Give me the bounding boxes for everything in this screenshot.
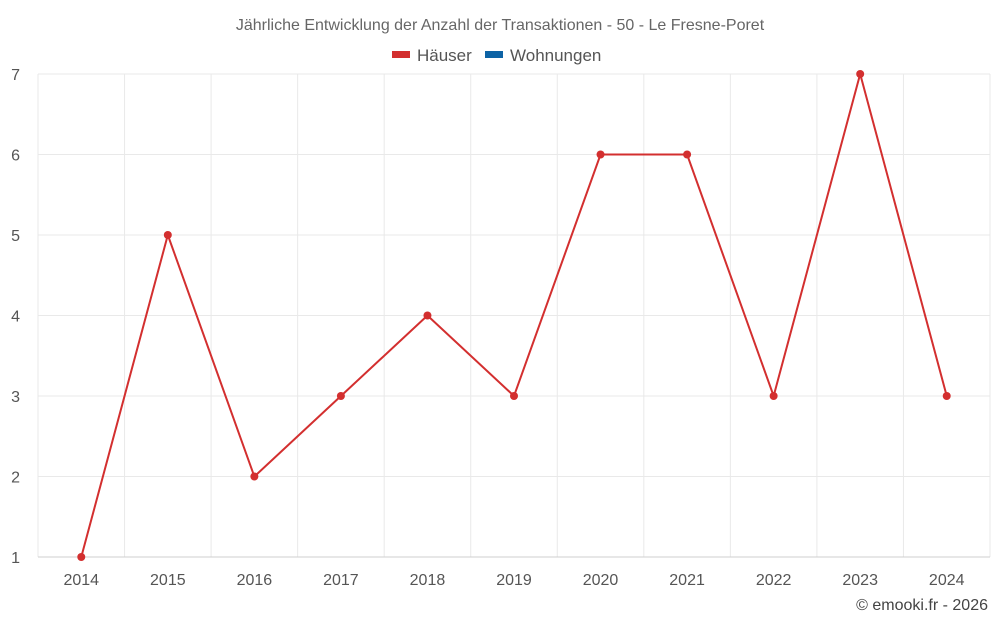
data-point[interactable] — [163, 231, 172, 239]
data-point[interactable] — [683, 150, 692, 159]
x-tick-label: 2019 — [496, 572, 532, 589]
y-tick-label: 6 — [11, 148, 20, 165]
data-point[interactable] — [942, 392, 951, 400]
x-tick-label: 2020 — [583, 572, 619, 589]
x-tick-label: 2016 — [237, 572, 273, 589]
y-tick-label: 4 — [11, 309, 20, 326]
legend-label-wohnungen[interactable]: Wohnungen — [510, 46, 601, 65]
data-point[interactable] — [336, 392, 345, 400]
data-point[interactable] — [856, 70, 865, 78]
y-tick-label: 5 — [11, 228, 20, 245]
chart-title: Jährliche Entwicklung der Anzahl der Tra… — [236, 17, 765, 34]
grid — [37, 73, 991, 557]
y-tick-label: 3 — [11, 389, 20, 406]
legend-swatch-wohnungen — [485, 51, 503, 58]
y-tick-label: 1 — [11, 550, 20, 567]
data-point[interactable] — [77, 553, 86, 561]
y-tick-label: 2 — [11, 470, 20, 487]
x-tick-label: 2021 — [669, 572, 705, 589]
y-tick-label: 7 — [11, 67, 20, 84]
x-tick-label: 2023 — [842, 572, 878, 589]
x-tick-label: 2017 — [323, 572, 359, 589]
data-point[interactable] — [423, 311, 432, 320]
x-tick-label: 2014 — [63, 572, 99, 589]
data-point[interactable] — [250, 472, 259, 481]
x-tick-label: 2015 — [150, 572, 186, 589]
x-tick-label: 2024 — [929, 572, 965, 589]
credit-text: © emooki.fr - 2026 — [856, 597, 988, 614]
data-point[interactable] — [510, 392, 518, 400]
legend-swatch-hauser — [392, 51, 410, 58]
x-tick-label: 2018 — [410, 572, 446, 589]
series-layer — [77, 70, 951, 561]
data-point[interactable] — [769, 392, 778, 400]
x-tick-label: 2022 — [756, 572, 792, 589]
legend-label-hauser[interactable]: Häuser — [417, 46, 472, 65]
axes: 1 2 3 4 5 6 7 2014 2015 2016 2017 2018 2019 2020 2021 2… — [11, 67, 990, 589]
legend: Häuser Wohnungen — [392, 46, 601, 65]
data-point[interactable] — [596, 150, 605, 159]
